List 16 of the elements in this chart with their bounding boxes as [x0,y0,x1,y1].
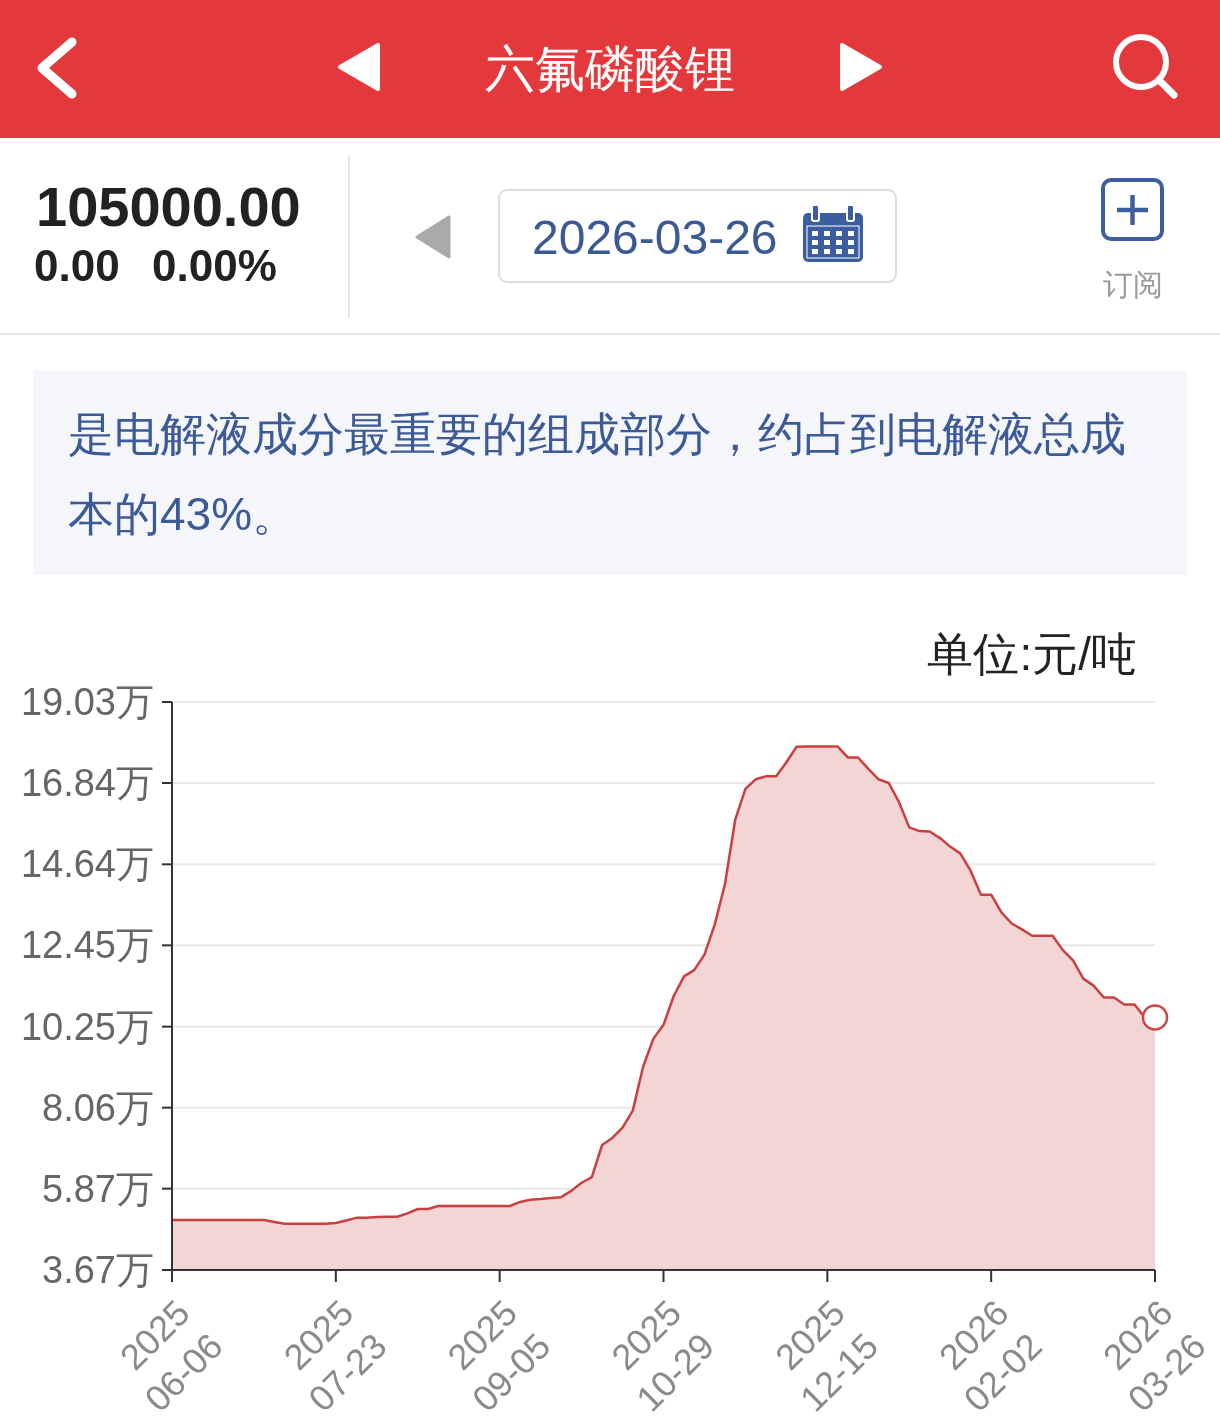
y-tick-label: 16.84万 [20,761,154,804]
y-tick-label: 19.03万 [20,681,154,723]
text: 0.00% [152,241,277,290]
text: 订阅 [1103,268,1163,301]
chart-subtitle: 是电解液成分最重要的组成部分，约占到电解液总成本的43%。 [68,408,1126,540]
y-tick-label: 12.45万 [20,924,154,967]
y-tick-label: 14.64万 [20,843,154,886]
chart-title: 六氟磷酸锂 [485,41,735,97]
text: 2026-03-26 [532,211,778,264]
y-axis-title: 单位:元/吨 [927,628,1137,680]
text: 105000.00 [36,175,301,238]
y-tick-label: 10.25万 [20,1005,154,1048]
y-tick-label: 8.06万 [42,1086,154,1129]
y-tick-label: 5.87万 [42,1167,154,1210]
text: 0.00 [34,241,120,290]
y-tick-label: 3.67万 [42,1249,154,1291]
